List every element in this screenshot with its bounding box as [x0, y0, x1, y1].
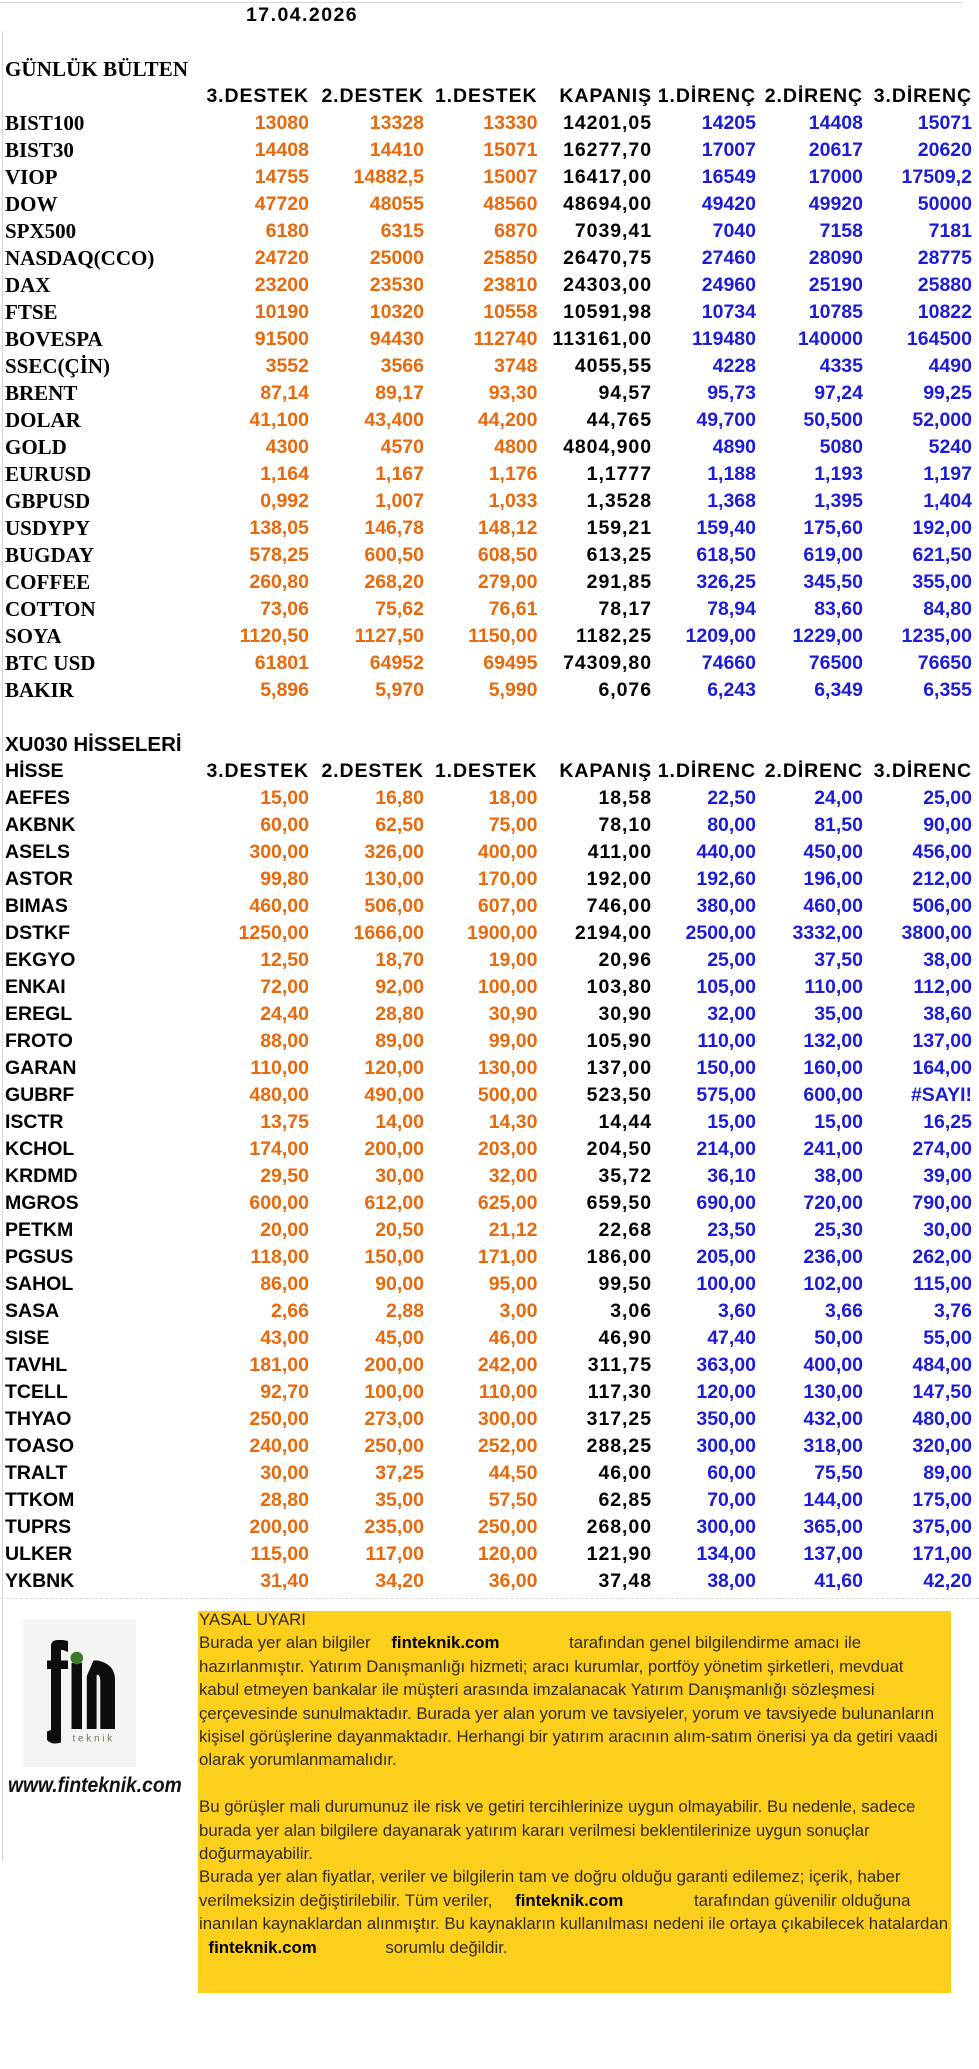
- svg-text:teknik: teknik: [73, 1734, 115, 1745]
